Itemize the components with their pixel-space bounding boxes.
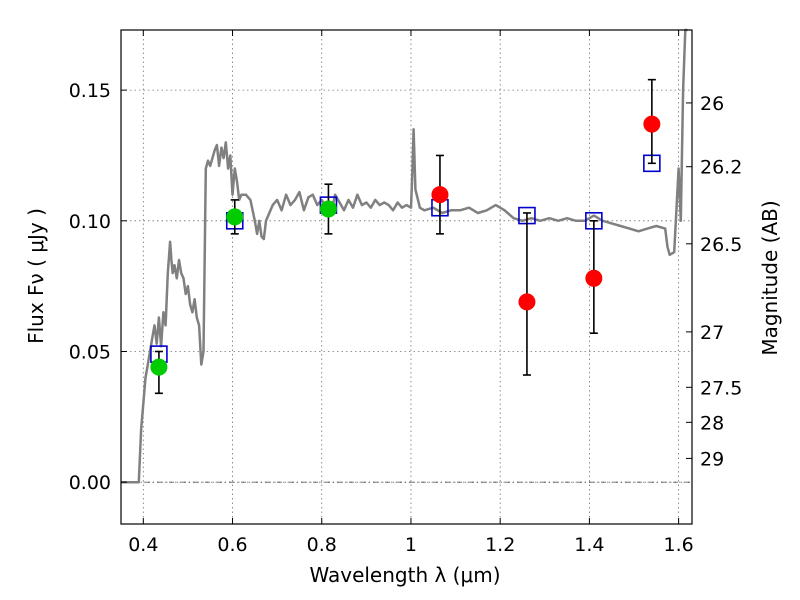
x-tick-label: 1.4 — [574, 534, 604, 556]
x-tick-label: 1 — [405, 534, 417, 556]
x-tick-label: 0.6 — [217, 534, 247, 556]
x-tick-label: 1.6 — [664, 534, 694, 556]
x-tick-label: 0.4 — [128, 534, 158, 556]
x-axis-label: Wavelength λ (μm) — [309, 563, 500, 587]
plot-frame — [120, 29, 693, 525]
photometry-point — [518, 293, 536, 311]
y2-tick-label: 26 — [700, 93, 724, 115]
y2-tick-label: 29 — [700, 448, 724, 470]
photometry-point — [319, 200, 337, 218]
photometry-point — [150, 358, 168, 376]
y-tick-label: 0.10 — [69, 211, 111, 233]
y2-tick-label: 27 — [700, 322, 724, 344]
photometry-point — [643, 115, 661, 133]
grid-lines — [121, 30, 692, 524]
y2-axis-label: Magnitude (AB) — [758, 200, 782, 355]
photometry-point — [431, 186, 449, 204]
y-tick-label: 0.00 — [69, 472, 111, 494]
x-tick-label: 1.2 — [485, 534, 515, 556]
y2-tick-label: 28 — [700, 412, 724, 434]
model-spectrum-line — [121, 28, 688, 484]
photometry-point — [226, 208, 244, 226]
axis-ticks: 0.4 0.6 0.8 1 1.2 1.4 1.6 0.00 0.05 0.10 0.15 26 26.… — [69, 30, 742, 556]
y-axis-label: Flux Fν ( μJy ) — [24, 208, 48, 344]
y2-tick-label: 26.5 — [700, 234, 742, 256]
y-tick-label: 0.15 — [69, 80, 111, 102]
x-tick-label: 0.8 — [307, 534, 337, 556]
y2-tick-label: 27.5 — [700, 377, 742, 399]
y-tick-label: 0.05 — [69, 341, 111, 363]
plot-area — [121, 28, 688, 484]
photometry-point — [585, 269, 603, 287]
y2-tick-label: 26.2 — [700, 157, 742, 179]
